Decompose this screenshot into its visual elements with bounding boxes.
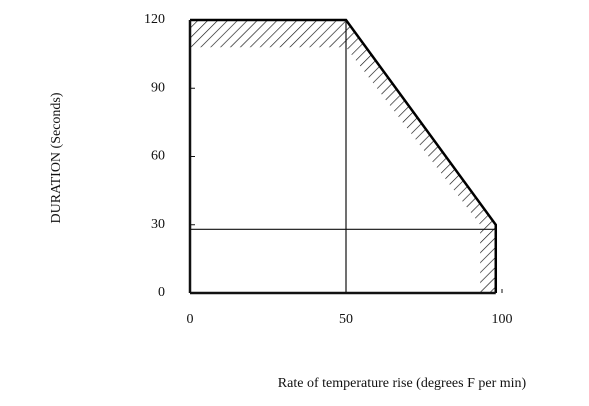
y-tick-label: 30 — [151, 217, 165, 232]
x-tick-label: 100 — [492, 312, 513, 327]
hatched-band — [190, 20, 496, 293]
y-tick-label: 120 — [144, 12, 165, 27]
y-tick-label: 90 — [151, 80, 165, 95]
x-tick-label: 50 — [339, 312, 353, 327]
y-axis-label: DURATION (Seconds) — [49, 92, 64, 223]
x-tick-label: 0 — [187, 312, 194, 327]
boundary-line — [190, 18, 498, 293]
y-tick-label: 0 — [158, 285, 165, 300]
x-axis-label: Rate of temperature rise (degrees F per … — [278, 376, 527, 391]
y-tick-label: 60 — [151, 149, 165, 164]
